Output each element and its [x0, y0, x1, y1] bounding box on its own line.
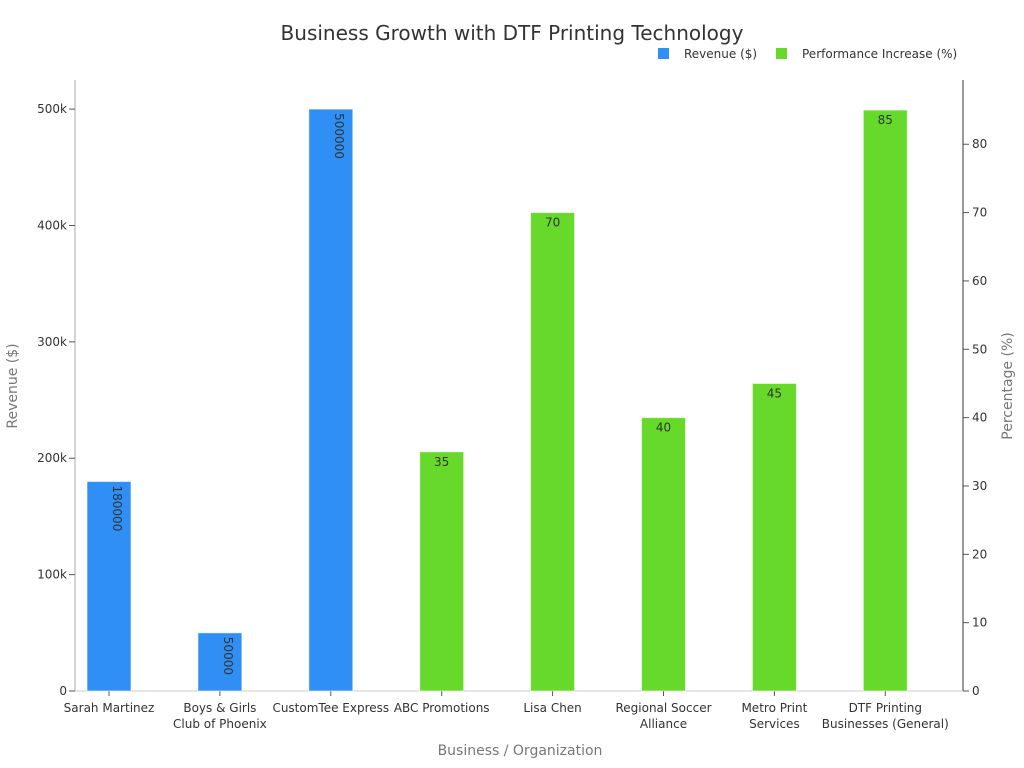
performance-bar [641, 417, 686, 692]
performance-data-label: 35 [434, 455, 449, 469]
performance-bar [530, 212, 576, 692]
y-tick-label: 0 [59, 684, 67, 698]
y2-tick-label: 10 [972, 616, 987, 630]
x-axis-title: Business / Organization [438, 743, 603, 759]
y-tick-label: 300k [37, 335, 67, 349]
y-tick-label: 200k [37, 451, 67, 465]
revenue-bar [86, 481, 132, 692]
y2-axis-title: Percentage (%) [1000, 332, 1016, 439]
performance-data-label: 45 [767, 386, 782, 400]
y2-tick-label: 70 [972, 206, 987, 220]
performance-data-label: 85 [878, 113, 893, 127]
x-tick-label: Boys & Girls [183, 701, 256, 715]
x-tick-label: Alliance [640, 717, 687, 731]
legend-swatch-revenue [658, 48, 669, 59]
revenue-bar [308, 108, 354, 692]
y-axis-title: Revenue ($) [5, 343, 21, 428]
y2-tick-label: 40 [972, 411, 987, 425]
legend-swatch-performance [776, 48, 787, 59]
performance-bar [751, 382, 797, 692]
plot-layer: 0 100k 200k 300k 400k 500k 0 10 20 30 40 50 60 70 80 Sa… [37, 80, 987, 731]
y-tick-label: 400k [37, 218, 67, 232]
legend-label-revenue: Revenue ($) [684, 47, 757, 61]
y2-tick-label: 0 [972, 684, 980, 698]
x-tick-label: ABC Promotions [394, 701, 490, 715]
legend-label-performance: Performance Increase (%) [802, 47, 957, 61]
x-tick-label: Regional Soccer [615, 701, 711, 715]
y2-tick-label: 60 [972, 274, 987, 288]
chart-title: Business Growth with DTF Printing Techno… [281, 21, 744, 45]
revenue-data-label: 500000 [332, 113, 346, 159]
revenue-data-label: 50000 [221, 637, 235, 675]
performance-bar [419, 451, 465, 692]
performance-bar [862, 109, 908, 692]
y2-tick-label: 30 [972, 479, 987, 493]
performance-data-label: 40 [656, 421, 671, 435]
x-tick-label: Metro Print [741, 701, 807, 715]
y-tick-label: 100k [37, 568, 67, 582]
y2-tick-label: 80 [972, 137, 987, 151]
x-tick-label: DTF Printing [849, 701, 922, 715]
legend[interactable]: Revenue ($) Performance Increase (%) [658, 47, 957, 61]
x-tick-label: CustomTee Express [272, 701, 389, 715]
x-tick-label: Sarah Martinez [64, 701, 155, 715]
y2-tick-label: 50 [972, 342, 987, 356]
y2-tick-label: 20 [972, 547, 987, 561]
x-tick-label: Club of Phoenix [173, 717, 267, 731]
x-tick-label: Services [749, 717, 800, 731]
x-tick-label: Lisa Chen [523, 701, 581, 715]
revenue-bar [197, 632, 243, 692]
performance-data-label: 70 [545, 216, 560, 230]
x-tick-label: Businesses (General) [822, 717, 949, 731]
y-tick-label: 500k [37, 102, 67, 116]
revenue-data-label: 180000 [110, 486, 124, 532]
